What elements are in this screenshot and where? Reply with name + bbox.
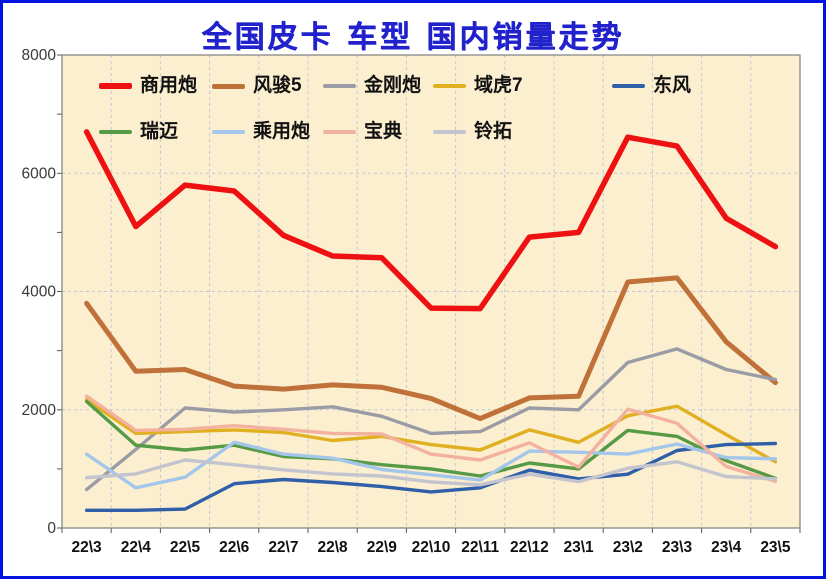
x-tick-label: 22\4 xyxy=(121,539,152,556)
x-tick-label: 22\10 xyxy=(412,539,451,556)
x-tick-label: 22\9 xyxy=(367,539,398,556)
x-tick-label: 22\6 xyxy=(219,539,250,556)
series-line-1 xyxy=(84,275,778,422)
series-line-0 xyxy=(83,129,779,312)
series-line-2 xyxy=(84,347,778,492)
x-tick-label: 22\12 xyxy=(510,539,549,556)
x-tick-label: 23\3 xyxy=(662,539,693,556)
x-tick-label: 22\11 xyxy=(461,539,499,556)
y-tick-label: 4000 xyxy=(22,284,57,301)
x-tick-label: 23\2 xyxy=(613,539,643,556)
plot-border xyxy=(61,54,801,529)
series-line-7 xyxy=(84,394,778,483)
y-tick-label: 8000 xyxy=(22,47,57,64)
y-tick-label: 6000 xyxy=(22,165,57,182)
y-tick-label: 2000 xyxy=(22,402,57,419)
x-tick-label: 23\5 xyxy=(760,539,791,556)
x-tick-label: 23\4 xyxy=(711,539,742,556)
chart-title: 全国皮卡 车型 国内销量走势 xyxy=(201,20,625,55)
x-tick-label: 22\7 xyxy=(268,539,298,556)
y-tick-label: 0 xyxy=(47,520,56,537)
series-line-4 xyxy=(84,441,778,512)
series-line-3 xyxy=(84,398,778,464)
series-line-5 xyxy=(84,399,778,480)
series-line-8 xyxy=(84,458,778,487)
x-tick-label: 22\8 xyxy=(318,539,349,556)
x-tick-label: 23\1 xyxy=(564,539,595,556)
series-line-6 xyxy=(84,440,778,490)
x-tick-label: 22\5 xyxy=(170,539,201,556)
x-tick-label: 22\3 xyxy=(72,539,103,556)
